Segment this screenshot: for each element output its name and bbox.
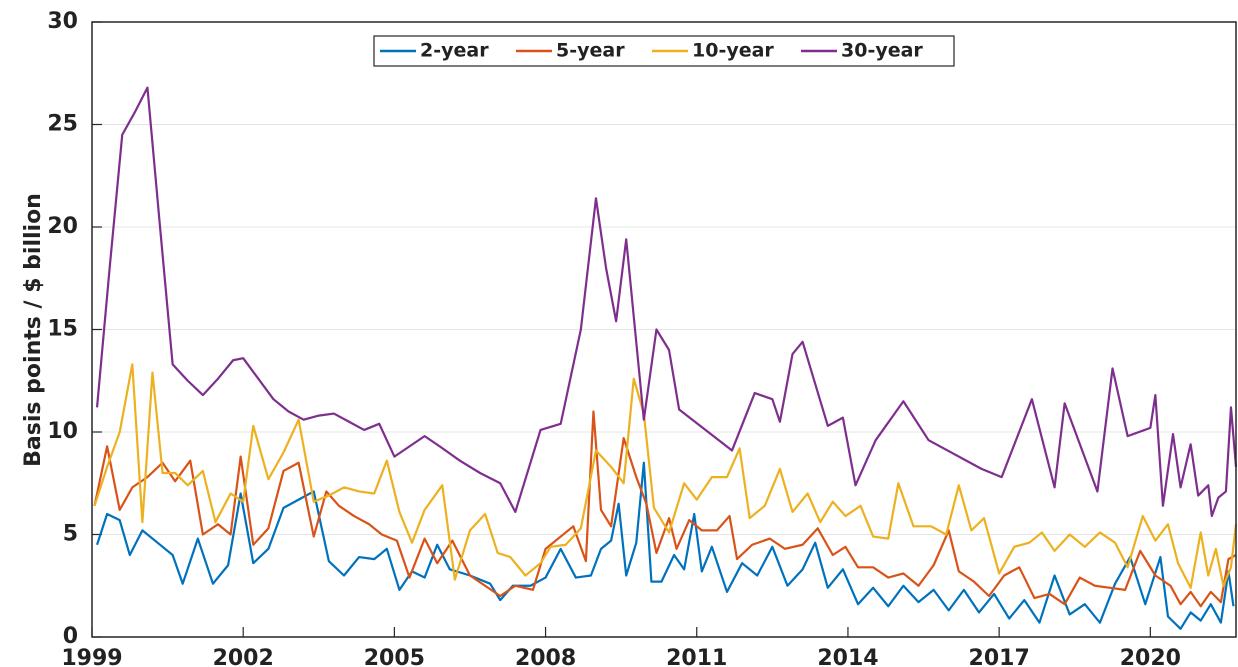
x-tick-label: 2014 <box>817 646 878 667</box>
plot-frame <box>91 21 1237 638</box>
series-line <box>93 363 1238 589</box>
x-tick-label: 1999 <box>61 646 122 667</box>
x-tick-label: 2002 <box>213 646 274 667</box>
x-tick-label: 2020 <box>1120 646 1181 667</box>
y-axis-label: Basis points / $ billion <box>21 193 46 467</box>
y-tick-label: 30 <box>47 9 78 34</box>
x-tick-label: 2005 <box>364 646 425 667</box>
series-line <box>95 461 1235 630</box>
y-tick-label: 20 <box>47 214 78 239</box>
y-tick-label: 15 <box>47 317 78 342</box>
series-line <box>93 410 1237 608</box>
legend-label: 5-year <box>556 40 625 62</box>
x-tick-label: 2008 <box>515 646 576 667</box>
series-line <box>95 86 1238 518</box>
legend-label: 10-year <box>692 40 774 62</box>
legend-label: 2-year <box>420 40 489 62</box>
legend: 2-year 5-year 10-year 30-year <box>373 35 955 67</box>
y-tick-label: 5 <box>63 522 78 547</box>
x-tick-label: 2011 <box>666 646 727 667</box>
legend-label: 30-year <box>841 40 923 62</box>
x-tick-label: 2017 <box>969 646 1030 667</box>
y-tick-label: 25 <box>47 112 78 137</box>
y-tick-label: 0 <box>63 624 78 649</box>
y-tick-label: 10 <box>47 419 78 444</box>
